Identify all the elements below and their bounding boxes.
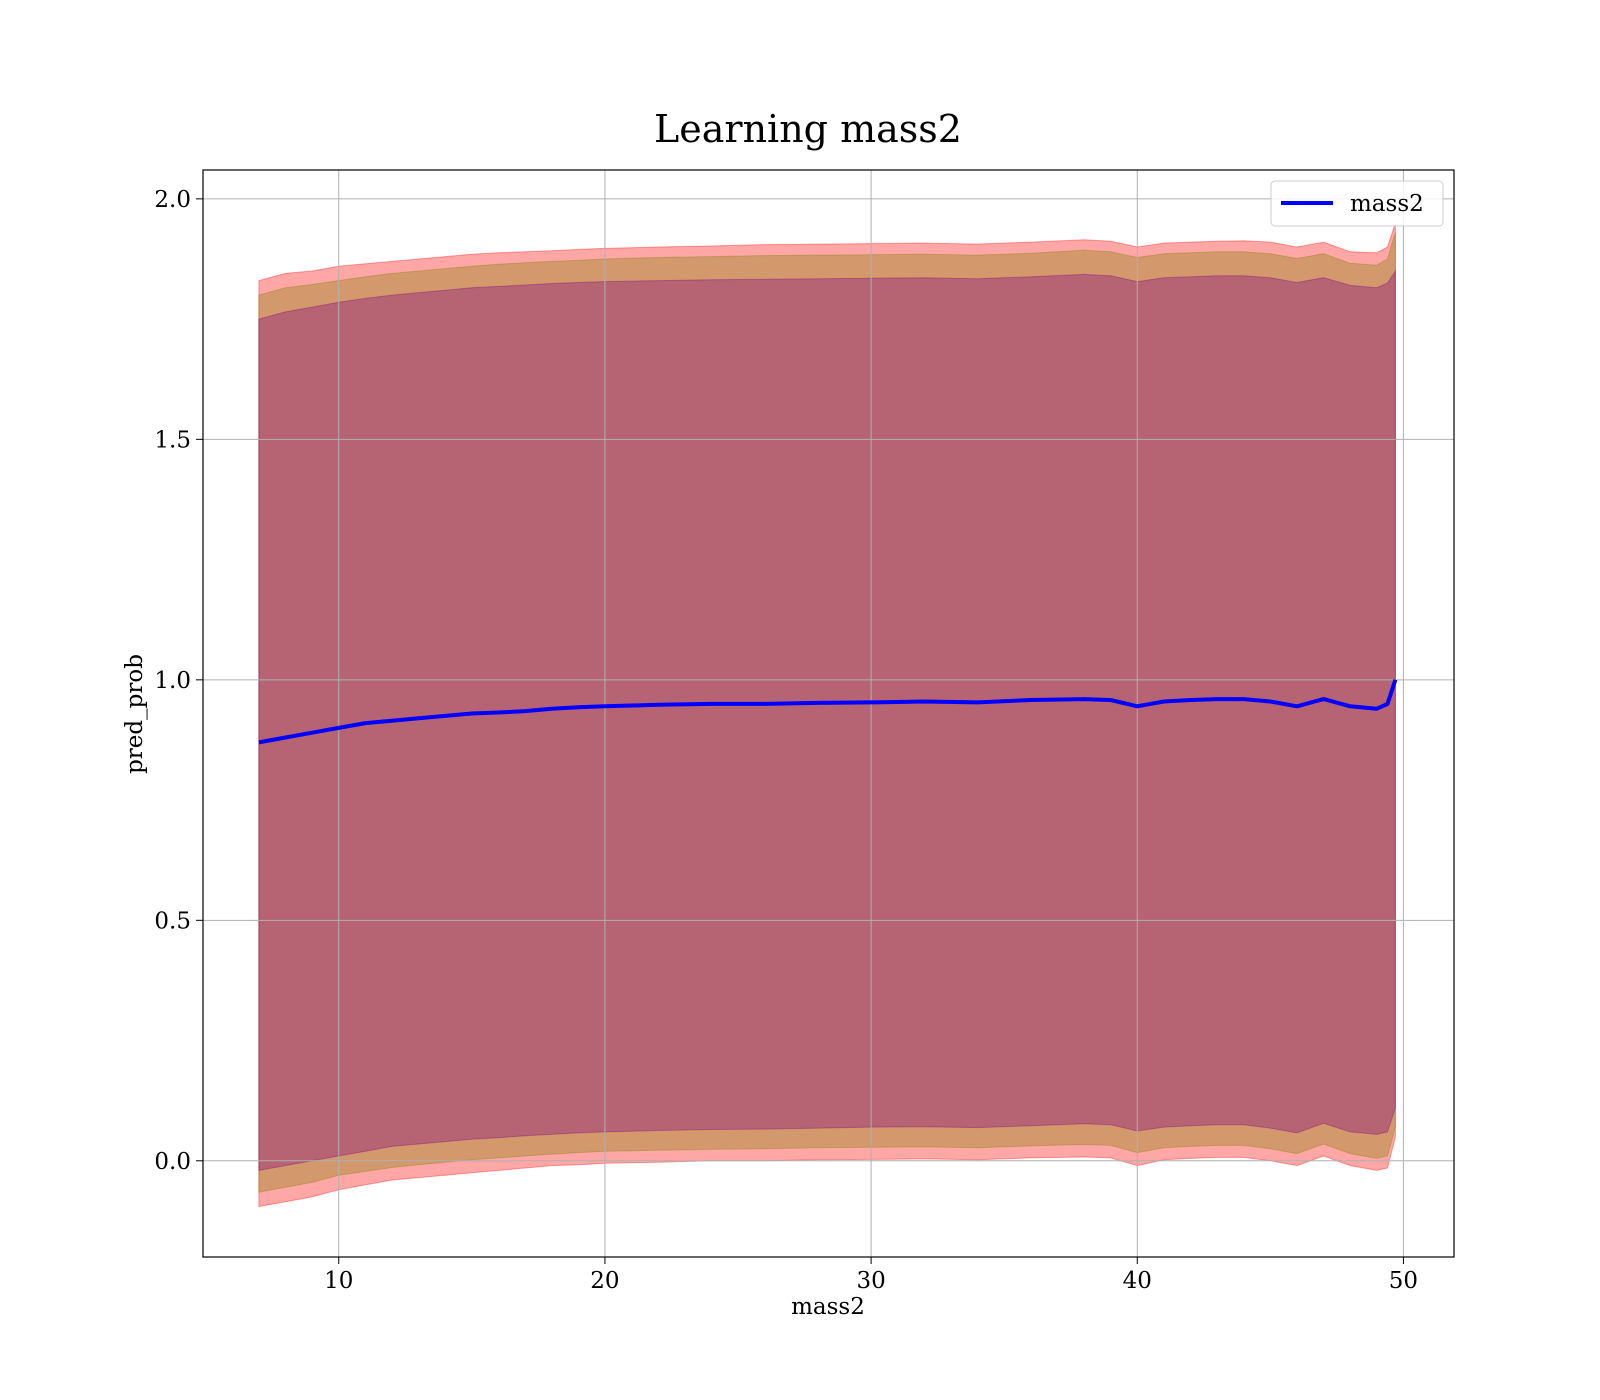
- x-axis-label: mass2: [791, 1294, 865, 1320]
- band-outer: [258, 222, 1396, 1208]
- x-tick-label: 30: [856, 1268, 885, 1294]
- x-tick-label: 40: [1123, 1268, 1152, 1294]
- y-tick-label: 1.5: [154, 427, 191, 453]
- plot-area: 10 20 30 40 50 0.0 0.5 1.0 1.5 2.0: [154, 169, 1455, 1294]
- legend: mass2: [1270, 180, 1444, 227]
- x-tick-label: 50: [1389, 1268, 1418, 1294]
- y-tick-label: 0.0: [154, 1149, 191, 1175]
- legend-box: [1270, 180, 1444, 227]
- x-tick-label: 10: [324, 1268, 353, 1294]
- grid-lines: [203, 170, 1454, 1257]
- y-axis-ticks: 0.0 0.5 1.0 1.5 2.0: [154, 187, 203, 1175]
- series-lines: [258, 679, 1398, 745]
- y-tick-label: 2.0: [154, 187, 191, 213]
- confidence-bands: [258, 222, 1396, 1208]
- y-tick-label: 1.0: [154, 668, 191, 694]
- band-middle: [258, 232, 1396, 1193]
- x-axis-ticks: 10 20 30 40 50: [324, 1257, 1418, 1294]
- x-tick-label: 20: [590, 1268, 619, 1294]
- band-inner: [258, 269, 1396, 1171]
- axes-frame: [202, 169, 1455, 1258]
- y-tick-label: 0.5: [154, 908, 191, 934]
- legend-entry-label: mass2: [1350, 191, 1424, 217]
- y-axis-label: pred_prob: [122, 654, 148, 774]
- chart-title: Learning mass2: [654, 107, 962, 151]
- series-line-mass2: [258, 679, 1398, 745]
